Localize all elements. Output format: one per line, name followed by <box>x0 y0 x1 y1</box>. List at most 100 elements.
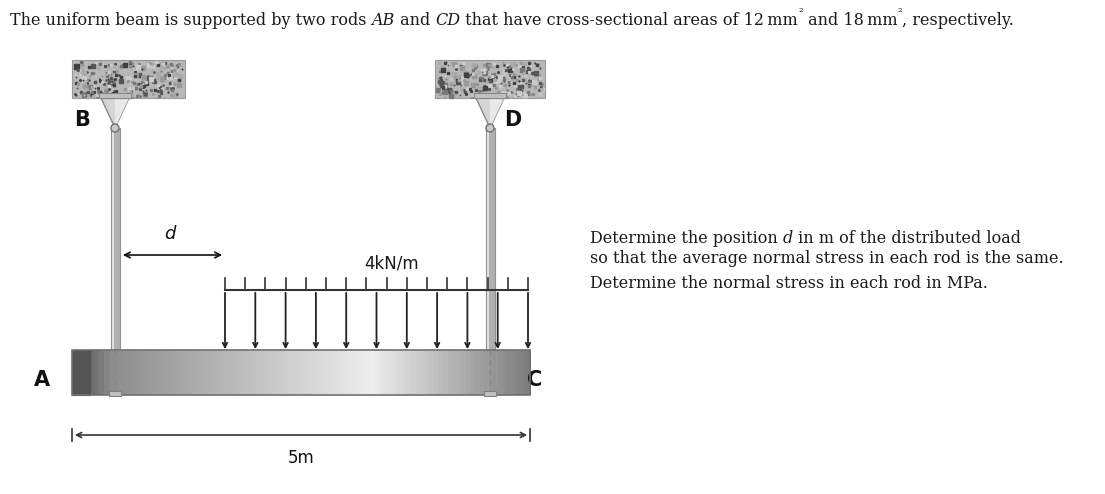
Bar <box>219 350 223 395</box>
Bar <box>136 350 141 395</box>
Bar <box>172 350 178 395</box>
Bar <box>356 350 361 395</box>
Bar <box>443 350 448 395</box>
Text: The uniform beam is supported by two rods: The uniform beam is supported by two rod… <box>10 12 371 29</box>
Bar <box>145 350 150 395</box>
Bar <box>187 350 191 395</box>
Bar <box>484 350 490 395</box>
Bar <box>150 350 155 395</box>
Bar <box>360 350 366 395</box>
Text: ²: ² <box>897 8 902 18</box>
Bar <box>191 350 197 395</box>
Polygon shape <box>476 98 504 128</box>
Bar <box>324 350 329 395</box>
Text: C: C <box>527 370 541 390</box>
Bar <box>434 350 439 395</box>
Bar <box>264 350 270 395</box>
Bar <box>328 350 334 395</box>
Bar <box>474 93 506 98</box>
Bar <box>223 350 229 395</box>
Bar <box>296 350 302 395</box>
Text: Determine the normal stress in each rod in MPa.: Determine the normal stress in each rod … <box>590 275 988 292</box>
Bar <box>283 350 287 395</box>
Bar <box>407 350 411 395</box>
Bar <box>475 350 480 395</box>
Text: Determine the position: Determine the position <box>590 230 782 247</box>
Text: 4kN/m: 4kN/m <box>365 254 419 272</box>
Bar <box>72 350 530 395</box>
Bar <box>168 350 173 395</box>
Bar <box>123 350 127 395</box>
Bar <box>113 350 118 395</box>
Bar <box>415 350 421 395</box>
Bar <box>91 350 95 395</box>
Bar <box>232 350 238 395</box>
Bar <box>397 350 402 395</box>
Bar <box>488 350 494 395</box>
Bar <box>164 350 169 395</box>
Bar <box>351 350 357 395</box>
Bar <box>456 350 462 395</box>
Bar <box>503 350 507 395</box>
Bar <box>429 350 434 395</box>
Bar <box>109 391 122 396</box>
Bar <box>484 391 496 396</box>
Text: AB: AB <box>371 12 394 29</box>
Bar <box>159 350 165 395</box>
Bar <box>196 350 201 395</box>
Bar <box>306 350 311 395</box>
Bar <box>466 350 471 395</box>
Bar <box>118 350 123 395</box>
Bar <box>319 350 325 395</box>
Bar <box>236 350 242 395</box>
Bar <box>375 350 379 395</box>
Bar <box>520 350 526 395</box>
Bar <box>507 350 513 395</box>
Bar <box>292 350 297 395</box>
Bar <box>76 350 82 395</box>
Bar <box>182 350 187 395</box>
Bar <box>204 350 210 395</box>
Bar <box>278 350 283 395</box>
Bar <box>251 350 255 395</box>
Bar <box>112 128 114 350</box>
Bar <box>338 350 343 395</box>
Bar <box>525 350 530 395</box>
Bar <box>140 350 146 395</box>
Circle shape <box>110 124 119 132</box>
Bar <box>108 350 114 395</box>
Bar <box>214 350 219 395</box>
Text: and 18 mm: and 18 mm <box>802 12 897 29</box>
Text: 5m: 5m <box>287 449 315 467</box>
Bar <box>383 350 389 395</box>
Bar <box>486 128 488 350</box>
Bar <box>365 350 370 395</box>
Text: ²: ² <box>798 8 802 18</box>
Bar <box>86 350 91 395</box>
Bar <box>392 350 398 395</box>
Bar <box>498 350 503 395</box>
Text: and: and <box>394 12 435 29</box>
Bar <box>420 350 425 395</box>
Bar <box>311 350 315 395</box>
Bar <box>99 93 131 98</box>
Text: d: d <box>782 230 793 247</box>
Polygon shape <box>115 98 129 128</box>
Bar <box>274 350 278 395</box>
Bar <box>246 350 251 395</box>
Polygon shape <box>490 98 504 128</box>
Bar <box>493 350 498 395</box>
Bar <box>99 350 105 395</box>
Bar <box>127 350 131 395</box>
Bar <box>388 350 393 395</box>
Circle shape <box>486 124 494 132</box>
Text: that have cross-sectional areas of 12 mm: that have cross-sectional areas of 12 mm <box>461 12 798 29</box>
Bar <box>131 350 137 395</box>
Bar <box>435 60 545 98</box>
Text: B: B <box>74 110 90 130</box>
Polygon shape <box>101 98 129 128</box>
Bar <box>480 350 485 395</box>
Bar <box>448 350 453 395</box>
Text: A: A <box>34 370 50 390</box>
Bar <box>255 350 261 395</box>
